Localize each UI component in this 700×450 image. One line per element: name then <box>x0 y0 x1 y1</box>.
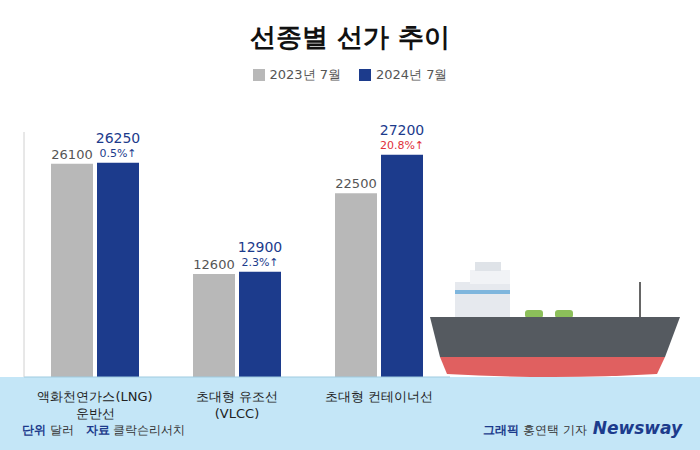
svg-text:2.3%↑: 2.3%↑ <box>241 256 278 269</box>
html-text:그래픽 홍연택 기자 Newsway: 그래픽 홍연택 기자 Newsway <box>483 418 682 438</box>
html-text:2023년 7월: 2023년 7월 <box>269 67 341 82</box>
html-text:단위 달러: 단위 달러 <box>22 423 74 437</box>
html-text:선종별 선가 추이: 선종별 선가 추이 <box>249 22 450 52</box>
svg-text:초대형 유조선(VLCC): 초대형 유조선(VLCC) <box>196 389 278 421</box>
svg-text:12900: 12900 <box>238 239 283 255</box>
svg-text:26250: 26250 <box>96 130 141 146</box>
html-text:2024년 7월: 2024년 7월 <box>376 67 448 82</box>
html-text:자료 클락슨리서치: 자료 클락슨리서치 <box>85 423 186 437</box>
svg-text:12600: 12600 <box>193 257 234 272</box>
svg-text:액화천연가스(LNG)운반선: 액화천연가스(LNG)운반선 <box>37 389 152 421</box>
svg-text:0.5%↑: 0.5%↑ <box>99 147 136 160</box>
svg-text:27200: 27200 <box>380 122 425 138</box>
svg-text:22500: 22500 <box>335 176 376 191</box>
svg-text:20.8%↑: 20.8%↑ <box>380 139 424 152</box>
svg-text:초대형 컨테이너선: 초대형 컨테이너선 <box>325 389 433 404</box>
svg-text:26100: 26100 <box>51 147 92 162</box>
